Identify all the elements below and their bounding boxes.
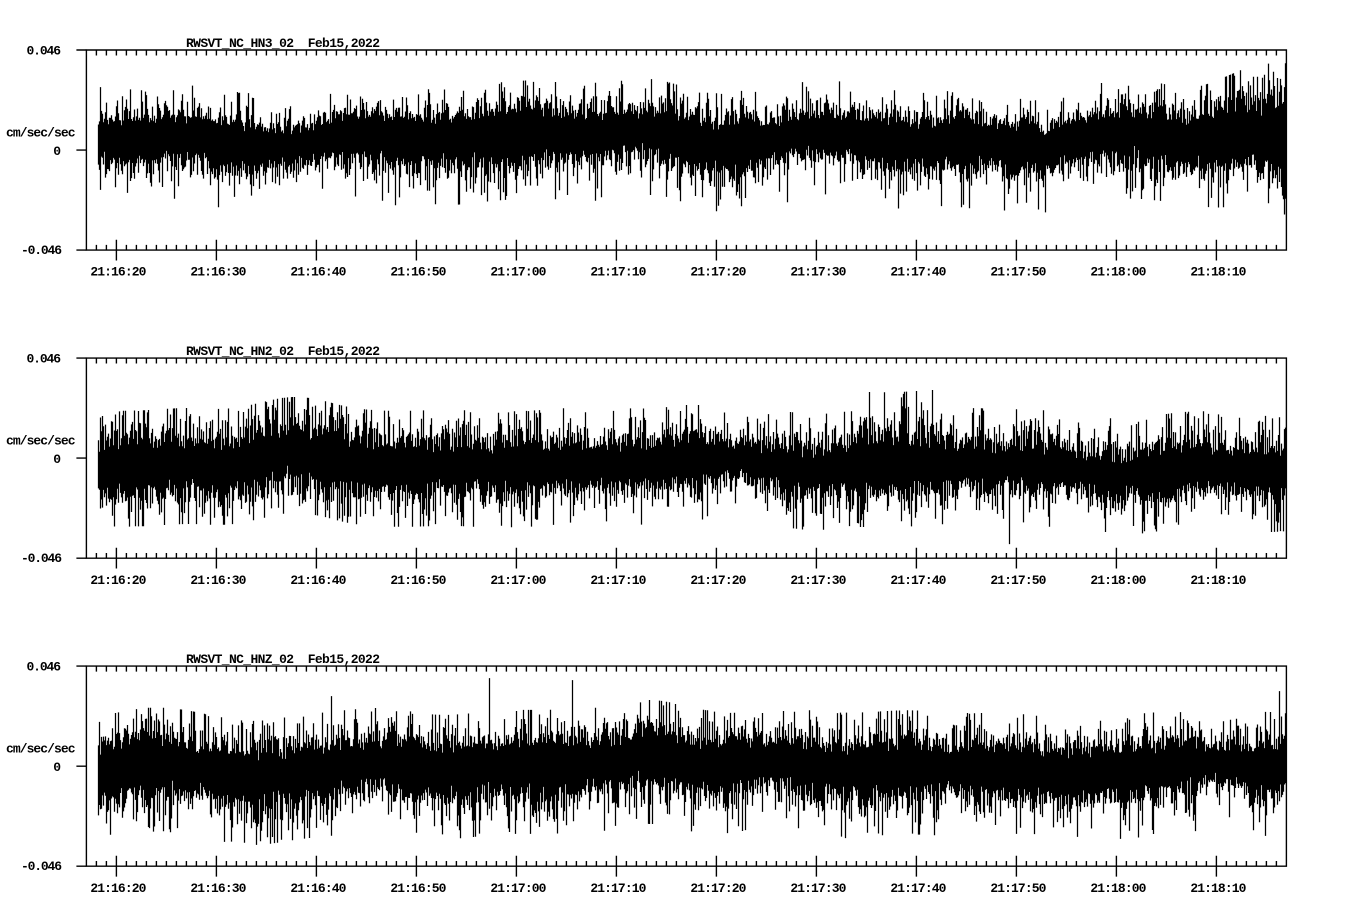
svg-text:21:18:10: 21:18:10 xyxy=(1190,881,1246,896)
svg-text:cm/sec/sec: cm/sec/sec xyxy=(6,741,76,756)
svg-text:21:16:50: 21:16:50 xyxy=(390,881,446,896)
svg-text:21:17:00: 21:17:00 xyxy=(490,573,546,588)
svg-text:21:18:00: 21:18:00 xyxy=(1090,881,1146,896)
svg-text:21:17:50: 21:17:50 xyxy=(990,881,1046,896)
svg-text:21:16:40: 21:16:40 xyxy=(290,573,346,588)
svg-text:cm/sec/sec: cm/sec/sec xyxy=(6,433,76,448)
svg-text:21:17:10: 21:17:10 xyxy=(590,265,646,280)
svg-text:21:16:40: 21:16:40 xyxy=(290,881,346,896)
svg-text:21:17:10: 21:17:10 xyxy=(590,573,646,588)
svg-text:21:17:50: 21:17:50 xyxy=(990,573,1046,588)
svg-text:21:17:40: 21:17:40 xyxy=(890,573,946,588)
svg-text:-0.046: -0.046 xyxy=(21,859,62,874)
svg-text:21:17:10: 21:17:10 xyxy=(590,881,646,896)
svg-text:RWSVT_NC_HNZ_02 Feb15,2022: RWSVT_NC_HNZ_02 Feb15,2022 xyxy=(186,652,380,667)
svg-text:21:17:30: 21:17:30 xyxy=(790,573,846,588)
svg-text:21:17:20: 21:17:20 xyxy=(690,881,746,896)
svg-text:21:17:20: 21:17:20 xyxy=(690,265,746,280)
svg-text:21:16:20: 21:16:20 xyxy=(90,573,146,588)
svg-text:RWSVT_NC_HN2_02 Feb15,2022: RWSVT_NC_HN2_02 Feb15,2022 xyxy=(186,344,380,359)
svg-text:21:16:30: 21:16:30 xyxy=(190,573,246,588)
svg-text:RWSVT_NC_HN3_02 Feb15,2022: RWSVT_NC_HN3_02 Feb15,2022 xyxy=(186,36,380,51)
svg-text:0.046: 0.046 xyxy=(27,44,62,59)
svg-text:21:16:20: 21:16:20 xyxy=(90,881,146,896)
svg-text:21:18:00: 21:18:00 xyxy=(1090,265,1146,280)
svg-text:21:17:00: 21:17:00 xyxy=(490,265,546,280)
svg-text:21:16:50: 21:16:50 xyxy=(390,265,446,280)
svg-text:21:18:00: 21:18:00 xyxy=(1090,573,1146,588)
svg-text:21:16:30: 21:16:30 xyxy=(190,881,246,896)
svg-text:21:16:30: 21:16:30 xyxy=(190,265,246,280)
svg-text:-0.046: -0.046 xyxy=(21,551,62,566)
svg-text:21:17:40: 21:17:40 xyxy=(890,881,946,896)
svg-text:0.046: 0.046 xyxy=(27,660,62,675)
svg-text:21:16:50: 21:16:50 xyxy=(390,573,446,588)
svg-text:21:17:50: 21:17:50 xyxy=(990,265,1046,280)
svg-text:0: 0 xyxy=(53,760,61,775)
svg-text:-0.046: -0.046 xyxy=(21,243,62,258)
svg-text:21:18:10: 21:18:10 xyxy=(1190,573,1246,588)
svg-text:0.046: 0.046 xyxy=(27,352,62,367)
svg-text:21:16:40: 21:16:40 xyxy=(290,265,346,280)
svg-text:21:17:30: 21:17:30 xyxy=(790,265,846,280)
svg-text:0: 0 xyxy=(53,452,61,467)
svg-text:cm/sec/sec: cm/sec/sec xyxy=(6,125,76,140)
svg-text:21:16:20: 21:16:20 xyxy=(90,265,146,280)
svg-text:21:17:30: 21:17:30 xyxy=(790,881,846,896)
svg-text:21:18:10: 21:18:10 xyxy=(1190,265,1246,280)
svg-text:21:17:20: 21:17:20 xyxy=(690,573,746,588)
svg-text:21:17:40: 21:17:40 xyxy=(890,265,946,280)
svg-text:0: 0 xyxy=(53,144,61,159)
svg-text:21:17:00: 21:17:00 xyxy=(490,881,546,896)
